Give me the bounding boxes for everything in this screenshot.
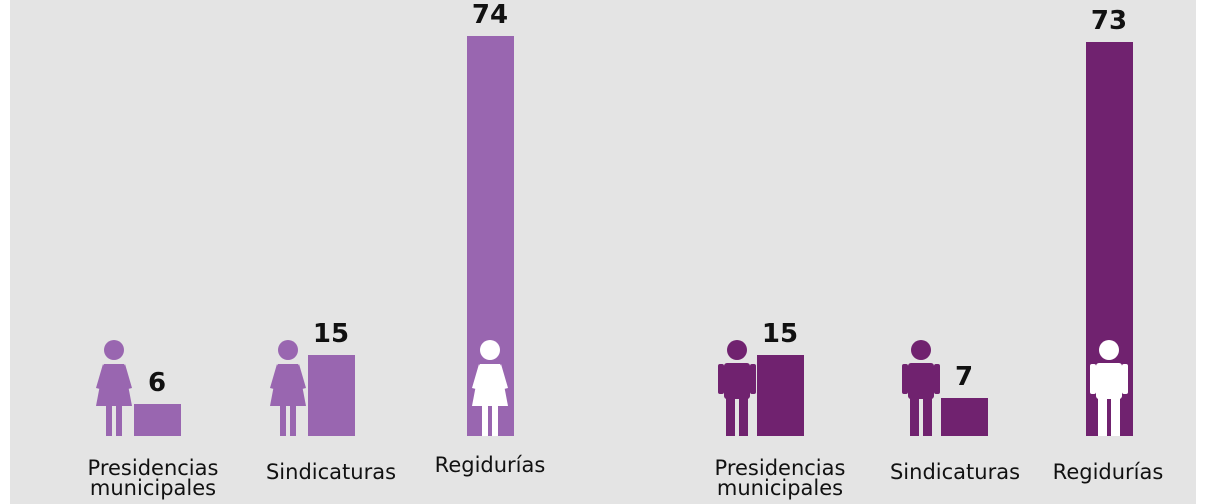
value-label: 15 — [312, 319, 350, 349]
bar — [307, 355, 355, 436]
category-label: Presidencias municipales — [714, 456, 846, 500]
value-label: 74 — [471, 0, 509, 31]
value-label: 6 — [147, 367, 167, 398]
value-label: 15 — [761, 319, 799, 349]
man-icon — [717, 340, 756, 436]
bar — [133, 403, 181, 436]
value-label: 73 — [1090, 5, 1128, 36]
bar — [940, 398, 988, 436]
category-label: Sindicaturas — [265, 460, 397, 484]
man-icon — [1090, 340, 1128, 436]
woman-icon — [269, 340, 306, 436]
margin — [0, 0, 10, 504]
category-label: Regidurías — [434, 453, 546, 477]
value-label: 7 — [954, 362, 974, 393]
woman-icon — [472, 340, 508, 436]
woman-icon — [95, 340, 132, 436]
category-label: Sindicaturas — [889, 460, 1021, 484]
margin — [1196, 0, 1210, 504]
category-label: Presidencias municipales — [87, 456, 219, 500]
man-icon — [901, 340, 940, 436]
category-label: Regidurías — [1052, 460, 1164, 484]
bar — [756, 355, 804, 436]
